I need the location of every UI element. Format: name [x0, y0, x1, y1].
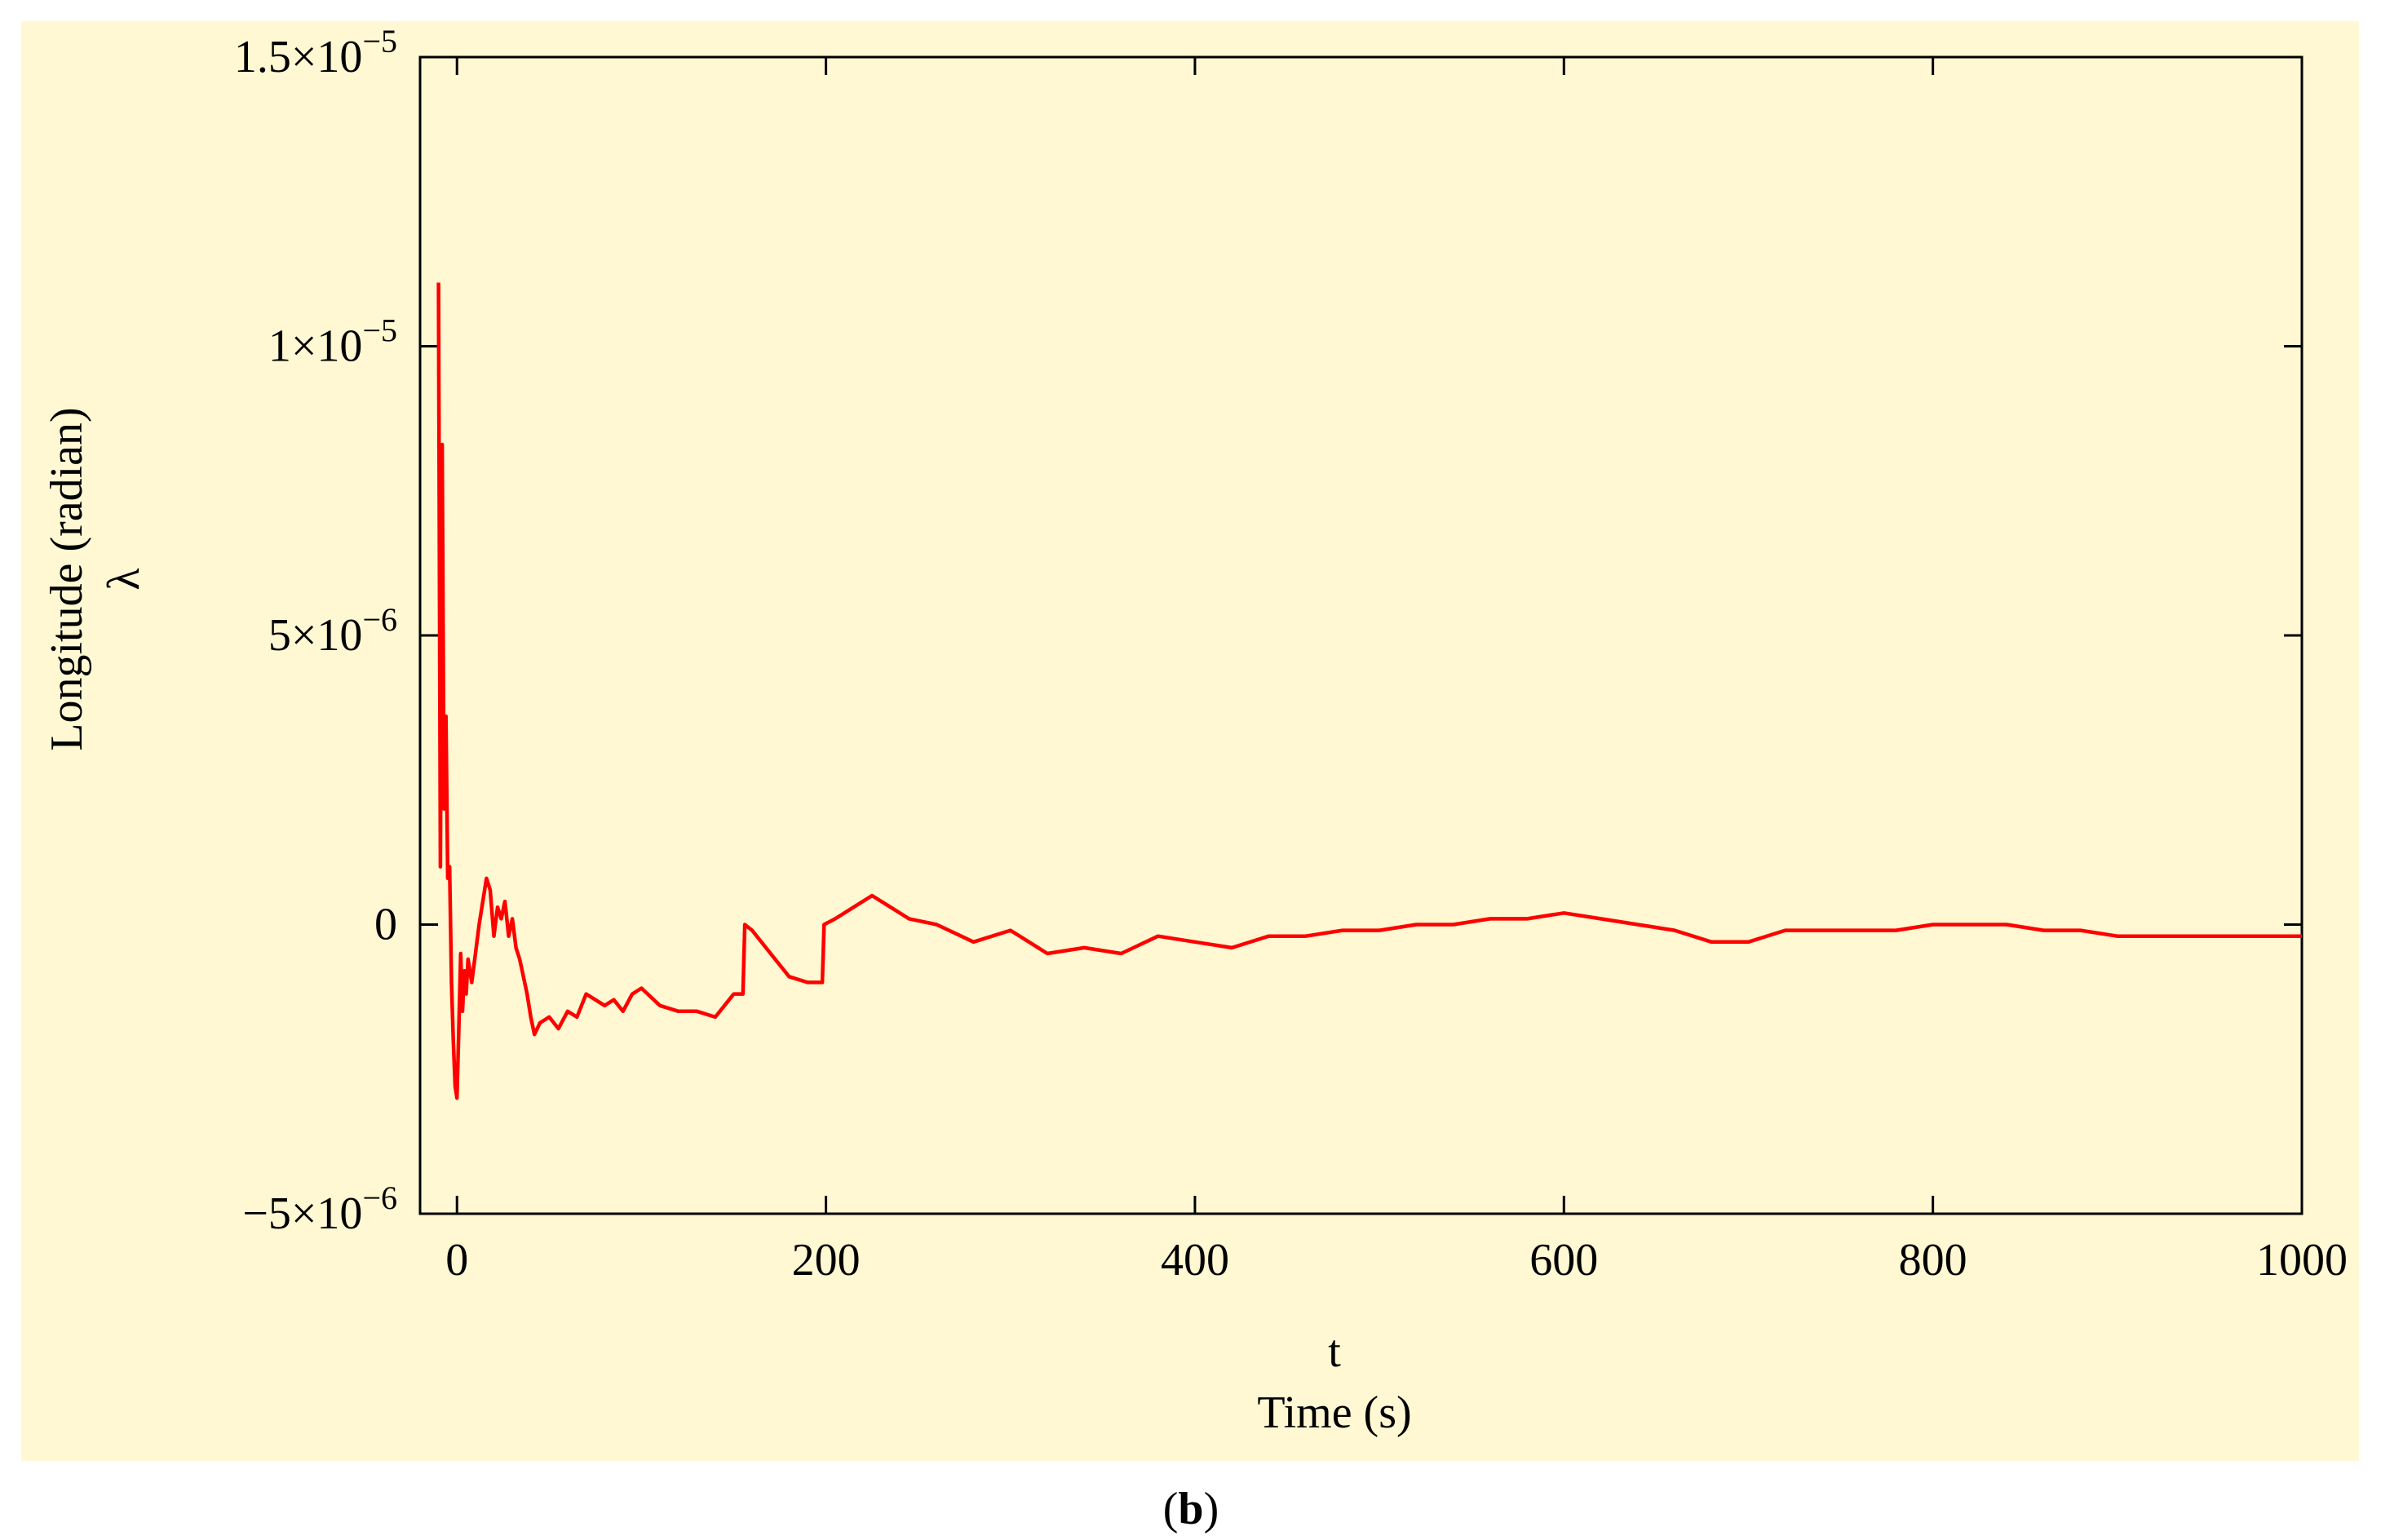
- plot-area: 0 200 400 600 800 1000 −5×10−6 0 5×10−6 1×10−5 1.…: [234, 23, 2348, 1286]
- x-tick-label: 1000: [2256, 1235, 2348, 1286]
- y-axis-label: Longitude (radian) λ: [42, 407, 149, 750]
- y-tick-label: 1×10−5: [268, 312, 397, 372]
- y-tick-label: −5×10−6: [242, 1179, 397, 1239]
- x-tick-label: 600: [1529, 1235, 1598, 1286]
- x-axis: 0 200 400 600 800 1000: [445, 57, 2348, 1286]
- y-axis: −5×10−6 0 5×10−6 1×10−5 1.5×10−5: [234, 23, 2302, 1239]
- y-axis-symbol: λ: [99, 568, 149, 590]
- x-axis-symbol: t: [1328, 1326, 1341, 1377]
- x-tick-label: 400: [1161, 1235, 1229, 1286]
- x-tick-label: 800: [1899, 1235, 1967, 1286]
- figure-caption: (b): [1163, 1484, 1219, 1534]
- y-axis-label-text: Longitude (radian): [42, 407, 92, 750]
- y-tick-label: 0: [374, 900, 397, 950]
- y-tick-label: 1.5×10−5: [234, 23, 397, 82]
- x-tick-label: 200: [792, 1235, 861, 1286]
- x-tick-label: 0: [445, 1235, 468, 1286]
- figure-background: [21, 21, 2359, 1461]
- series-line: [436, 282, 2302, 1100]
- y-tick-label: 5×10−6: [268, 601, 397, 661]
- x-axis-label: Time (s): [1257, 1387, 1411, 1438]
